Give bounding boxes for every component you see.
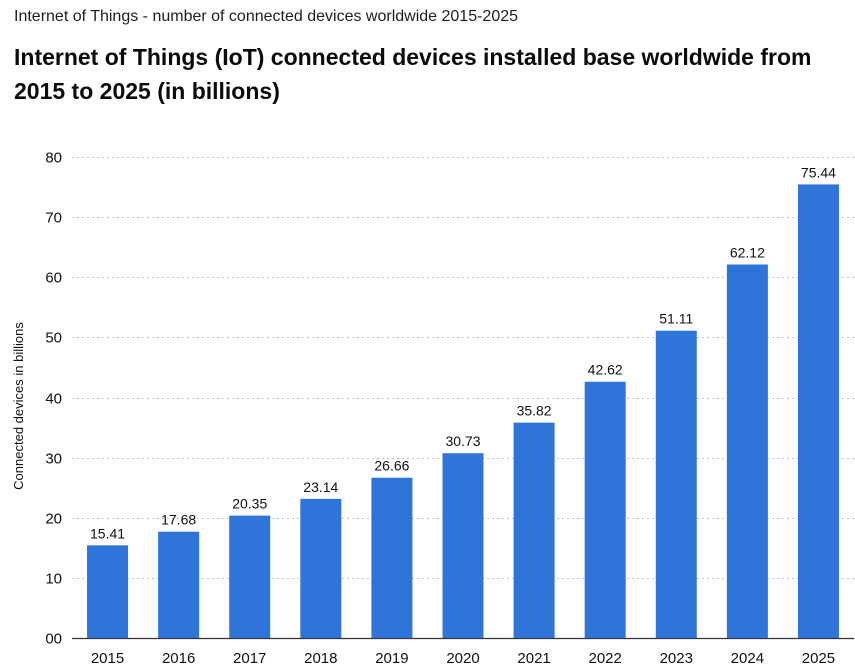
y-tick-label: 70 — [45, 210, 62, 227]
bar-2018 — [300, 498, 342, 638]
y-tick-label: 80 — [45, 150, 62, 167]
y-tick-label: 60 — [45, 270, 62, 287]
y-axis-label: Connected devices in billions — [11, 322, 26, 490]
bar-2024 — [726, 264, 768, 638]
x-tick-label-2018: 2018 — [304, 650, 337, 667]
x-tick-label-2016: 2016 — [162, 650, 195, 667]
x-tick-label-2025: 2025 — [802, 650, 835, 667]
value-label-2023: 51.11 — [659, 311, 693, 327]
value-label-2017: 20.35 — [232, 496, 267, 512]
x-tick-label-2017: 2017 — [233, 650, 266, 667]
value-label-2020: 30.73 — [445, 433, 480, 449]
x-tick-label-2019: 2019 — [375, 650, 408, 667]
value-label-2018: 23.14 — [303, 479, 338, 495]
bar-2022 — [584, 381, 626, 638]
x-tick-label-2022: 2022 — [588, 650, 621, 667]
y-tick-label: 30 — [45, 451, 62, 468]
bar-2017 — [229, 515, 271, 638]
bar-chart-svg: 15.41 17.68 20.35 23.14 26.66 30.73 35.82 42.62… — [11, 150, 854, 667]
bar-2019 — [371, 477, 413, 638]
x-tick-label-2020: 2020 — [446, 650, 479, 667]
bar-2016 — [158, 531, 200, 638]
x-tick-label-2015: 2015 — [91, 650, 124, 667]
x-tick-label-2021: 2021 — [517, 650, 550, 667]
y-tick-label: 00 — [45, 631, 62, 648]
value-label-layer: 15.41 17.68 20.35 23.14 26.66 30.73 35.82 42.62… — [90, 164, 836, 541]
x-tick-label-2023: 2023 — [660, 650, 693, 667]
y-tick-label: 50 — [45, 330, 62, 347]
y-tick-label: 10 — [45, 571, 62, 588]
chart-title: Internet of Things (IoT) connected devic… — [14, 44, 812, 104]
bar-2020 — [442, 453, 484, 638]
bar-2015 — [87, 545, 129, 638]
x-tick-layer: 2015 2016 2017 2018 2019 2020 2021 2022 2023 2024… — [91, 650, 835, 667]
value-label-2016: 17.68 — [161, 512, 196, 528]
value-label-2025: 75.44 — [801, 164, 836, 180]
y-tick-label: 20 — [45, 511, 62, 528]
grid-layer — [72, 157, 854, 640]
y-tick-label: 40 — [45, 391, 62, 408]
value-label-2015: 15.41 — [90, 525, 125, 541]
value-label-2022: 42.62 — [588, 362, 623, 378]
chart-subtitle: Internet of Things - number of connected… — [14, 8, 519, 25]
bar-2023 — [655, 330, 697, 638]
y-tick-layer: 00 10 20 30 40 50 60 70 80 — [45, 150, 62, 648]
value-label-2021: 35.82 — [517, 403, 552, 419]
bar-2025 — [797, 184, 839, 638]
x-tick-label-2024: 2024 — [731, 650, 764, 667]
bar-2021 — [513, 422, 555, 638]
value-label-2024: 62.12 — [730, 245, 765, 261]
bar-layer — [87, 184, 839, 638]
bar-chart: 15.41 17.68 20.35 23.14 26.66 30.73 35.82 42.62… — [0, 130, 855, 667]
value-label-2019: 26.66 — [374, 458, 409, 474]
